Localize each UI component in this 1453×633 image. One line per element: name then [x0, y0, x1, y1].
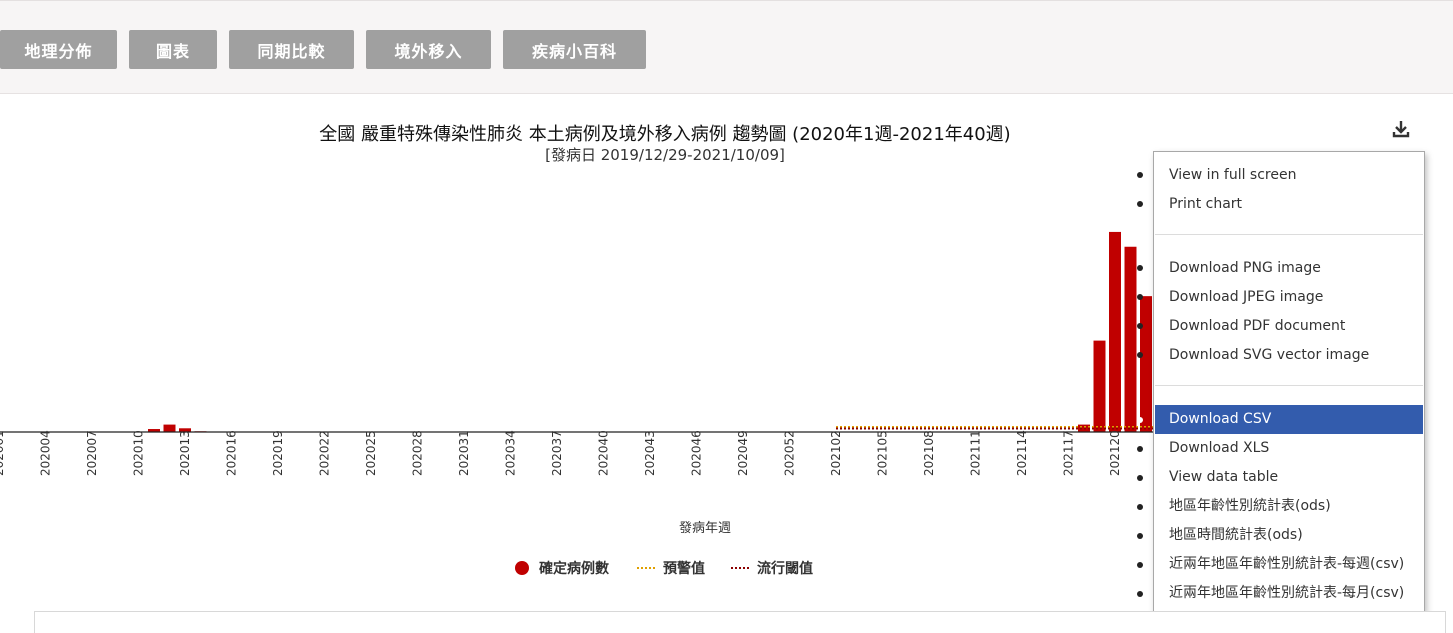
legend-label-warning: 預警值 — [663, 558, 705, 578]
x-tick-label: 202034 — [504, 430, 518, 476]
menu-download-xls[interactable]: Download XLS — [1155, 434, 1423, 463]
list-bullet — [1137, 201, 1143, 207]
menu-region-age-sex-ods[interactable]: 地區年齡性別統計表(ods) — [1155, 492, 1423, 521]
x-tick-label: 202028 — [411, 430, 425, 476]
x-tick-label: 202016 — [225, 430, 239, 476]
list-bullet — [1137, 352, 1143, 358]
x-tick-label: 202120 — [1108, 430, 1122, 476]
top-nav-bar: 地理分佈 圖表 同期比較 境外移入 疾病小百科 — [0, 0, 1453, 94]
x-tick-label: 202004 — [39, 430, 53, 476]
list-bullet — [1137, 475, 1143, 481]
x-tick-label: 202031 — [457, 430, 471, 476]
x-tick-label: 202049 — [736, 430, 750, 476]
list-bullet — [1137, 265, 1143, 271]
list-bullet — [1137, 446, 1143, 452]
x-tick-label: 202111 — [969, 430, 983, 476]
list-bullet — [1137, 172, 1143, 178]
menu-region-time-ods[interactable]: 地區時間統計表(ods) — [1155, 521, 1423, 550]
menu-download-png[interactable]: Download PNG image — [1155, 254, 1423, 283]
circle-marker-icon — [515, 561, 529, 575]
menu-download-svg[interactable]: Download SVG vector image — [1155, 341, 1423, 370]
legend-item-warning[interactable]: 預警值 — [637, 558, 705, 578]
chart-bar — [1140, 296, 1152, 432]
bottom-panel — [34, 611, 1446, 633]
chart-bar — [1094, 341, 1106, 432]
legend-label-confirmed: 確定病例數 — [539, 558, 609, 578]
x-tick-label: 202105 — [876, 430, 890, 476]
menu-separator — [1155, 385, 1423, 386]
menu-two-year-weekly-csv[interactable]: 近兩年地區年齡性別統計表-每週(csv) — [1155, 550, 1423, 579]
x-tick-label: 202040 — [597, 430, 611, 476]
download-icon[interactable] — [1390, 118, 1412, 140]
tab-disease-encyclopedia[interactable]: 疾病小百科 — [503, 30, 646, 69]
chart-bar — [164, 425, 176, 432]
export-menu: View in full screen Print chart Download… — [1153, 151, 1425, 612]
dotted-line-icon — [637, 567, 655, 569]
tab-geographic-distribution[interactable]: 地理分佈 — [0, 30, 117, 69]
list-bullet — [1137, 533, 1143, 539]
x-tick-label: 202108 — [922, 430, 936, 476]
x-tick-label: 202052 — [783, 430, 797, 476]
tab-chart[interactable]: 圖表 — [129, 30, 217, 69]
tab-period-comparison[interactable]: 同期比較 — [229, 30, 354, 69]
x-tick-label: 202114 — [1015, 430, 1029, 476]
x-tick-label: 202037 — [550, 430, 564, 476]
legend-item-confirmed[interactable]: 確定病例數 — [515, 558, 609, 578]
chart-bar — [1125, 247, 1137, 432]
menu-print-chart[interactable]: Print chart — [1155, 190, 1423, 219]
menu-view-data-table[interactable]: View data table — [1155, 463, 1423, 492]
x-tick-label: 202022 — [318, 430, 332, 476]
tab-imported-cases[interactable]: 境外移入 — [366, 30, 491, 69]
x-tick-label: 202010 — [132, 430, 146, 476]
list-bullet — [1137, 417, 1143, 423]
legend-item-threshold[interactable]: 流行閾值 — [731, 558, 813, 578]
menu-download-pdf[interactable]: Download PDF document — [1155, 312, 1423, 341]
list-bullet — [1137, 504, 1143, 510]
legend-label-threshold: 流行閾值 — [757, 558, 813, 578]
x-tick-label: 202007 — [85, 430, 99, 476]
menu-view-full-screen[interactable]: View in full screen — [1155, 161, 1423, 190]
x-tick-label: 202043 — [643, 430, 657, 476]
x-tick-label: 202013 — [178, 430, 192, 476]
menu-download-csv[interactable]: Download CSV — [1155, 405, 1423, 434]
x-tick-label: 202001 — [0, 430, 6, 476]
x-tick-label: 202102 — [829, 430, 843, 476]
x-tick-label: 202019 — [271, 430, 285, 476]
menu-separator — [1155, 234, 1423, 235]
x-tick-label: 202117 — [1062, 430, 1076, 476]
dotted-line-icon — [731, 567, 749, 569]
x-tick-label: 202025 — [364, 430, 378, 476]
menu-download-jpeg[interactable]: Download JPEG image — [1155, 283, 1423, 312]
list-bullet — [1137, 591, 1143, 597]
list-bullet — [1137, 294, 1143, 300]
list-bullet — [1137, 323, 1143, 329]
chart-bar — [1109, 232, 1121, 432]
x-tick-label: 202046 — [690, 430, 704, 476]
menu-two-year-monthly-csv[interactable]: 近兩年地區年齡性別統計表-每月(csv) — [1155, 579, 1423, 608]
list-bullet — [1137, 562, 1143, 568]
